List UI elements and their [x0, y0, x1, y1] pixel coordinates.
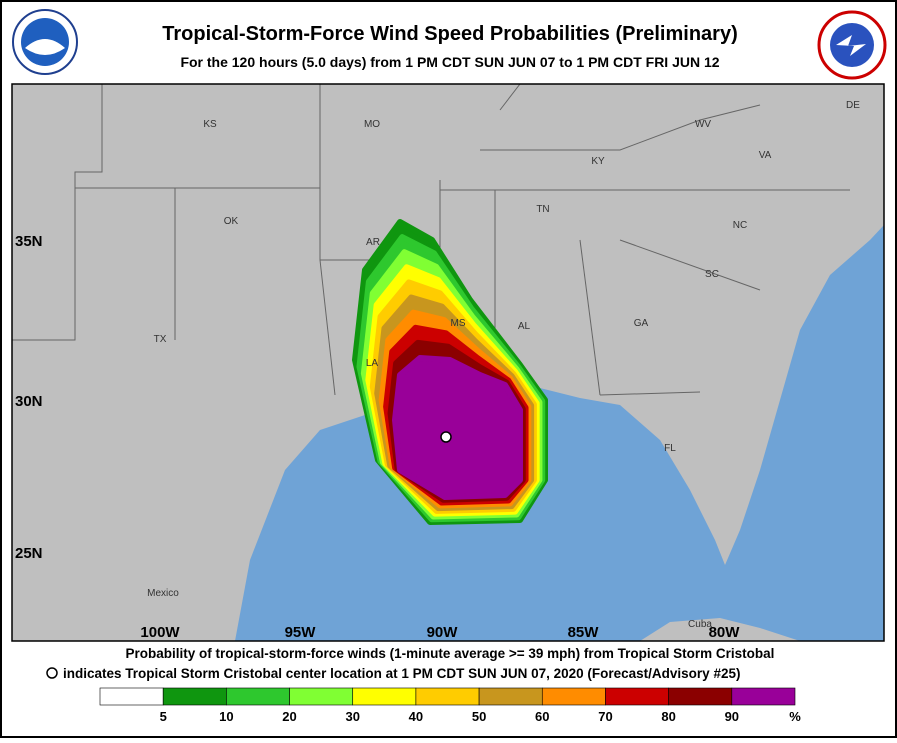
legend-swatch — [352, 687, 417, 706]
legend-swatch — [478, 687, 543, 706]
lon-label: 100W — [140, 624, 180, 641]
caption-line1: Probability of tropical-storm-force wind… — [126, 646, 775, 661]
place-label: Cuba — [688, 619, 712, 630]
cuba — [640, 618, 800, 641]
subtitle: For the 120 hours (5.0 days) from 1 PM C… — [180, 54, 719, 70]
probability-area — [352, 219, 548, 525]
place-label: TX — [154, 334, 167, 345]
place-label: LA — [366, 358, 379, 369]
map-labels: 35N 30N 25N 100W 95W 90W 85W 80W KS MO KY WV VA DE TN N… — [15, 100, 860, 641]
legend-swatch — [731, 687, 796, 706]
legend-label: 20 — [282, 709, 296, 724]
map: 35N 30N 25N 100W 95W 90W 85W 80W KS MO KY WV VA DE TN N… — [12, 84, 884, 641]
place-label: KS — [203, 119, 217, 130]
lon-label: 90W — [427, 624, 459, 641]
lon-label: 85W — [568, 624, 600, 641]
map-border — [11, 83, 885, 642]
place-label: MO — [364, 119, 380, 130]
legend-label: 50 — [472, 709, 486, 724]
noaa-logo — [12, 9, 78, 75]
lat-label: 35N — [15, 233, 43, 250]
legend-label: 40 — [409, 709, 423, 724]
legend-swatch — [668, 687, 733, 706]
place-label: DE — [846, 100, 860, 111]
place-label: AR — [366, 237, 380, 248]
place-label: GA — [634, 318, 649, 329]
legend-swatch — [415, 687, 480, 706]
place-label: NC — [733, 220, 747, 231]
legend-swatch — [99, 687, 164, 706]
place-label: WV — [695, 119, 711, 130]
place-label: VA — [759, 150, 772, 161]
lon-label: 95W — [285, 624, 317, 641]
probability-band — [392, 355, 523, 500]
legend-swatch — [289, 687, 354, 706]
legend-label: 80 — [661, 709, 675, 724]
legend-swatch — [226, 687, 290, 706]
legend-swatch — [541, 687, 606, 706]
legend: 5 10 20 30 40 50 60 70 80 90% — [99, 687, 801, 724]
place-label: KY — [591, 156, 605, 167]
lon-label: 80W — [709, 624, 741, 641]
legend-label: 60 — [535, 709, 549, 724]
legend-label: 5 — [160, 709, 167, 724]
storm-center — [440, 431, 452, 443]
legend-label: % — [789, 709, 801, 724]
place-label: MS — [451, 318, 466, 329]
place-label: AL — [518, 321, 531, 332]
ocean — [235, 225, 884, 641]
legend-label: 10 — [219, 709, 233, 724]
place-label: Mexico — [147, 588, 179, 599]
legend-swatch — [605, 687, 669, 706]
lat-label: 30N — [15, 393, 43, 410]
legend-label: 30 — [345, 709, 359, 724]
legend-label: 90 — [725, 709, 739, 724]
place-label: SC — [705, 269, 719, 280]
legend-swatch — [162, 687, 227, 706]
lat-label: 25N — [15, 545, 43, 562]
legend-label: 70 — [598, 709, 612, 724]
nws-logo — [817, 10, 887, 80]
center-symbol — [46, 667, 58, 679]
caption-line2: indicates Tropical Storm Cristobal cente… — [63, 666, 740, 681]
place-label: FL — [664, 443, 676, 454]
title: Tropical-Storm-Force Wind Speed Probabil… — [162, 23, 738, 45]
place-label: TN — [536, 204, 549, 215]
place-label: OK — [224, 216, 239, 227]
